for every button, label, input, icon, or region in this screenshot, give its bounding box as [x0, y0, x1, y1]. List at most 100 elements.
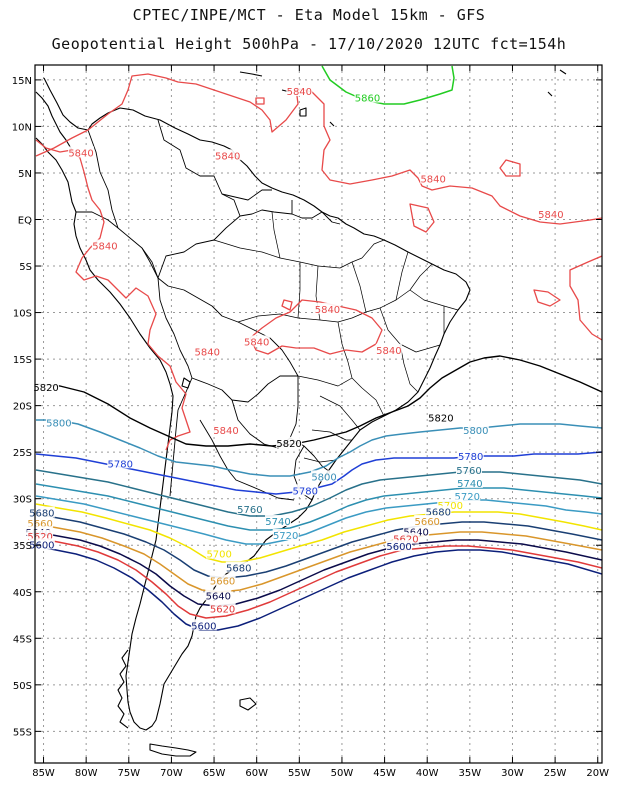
contour-label-text: 5760	[237, 505, 262, 516]
lat-tick-label: 20S	[13, 402, 32, 413]
contour-label-text: 5640	[206, 591, 231, 602]
lon-tick-label: 80W	[75, 768, 98, 779]
contour-label-text: 5840	[68, 148, 93, 159]
contour-5860	[321, 65, 455, 105]
chile-fjords	[117, 649, 129, 729]
contour-5840	[35, 73, 602, 451]
contour-label-text: 5780	[458, 452, 483, 463]
contour-label-text: 5820	[33, 383, 58, 394]
contour-label-text: 5720	[455, 492, 480, 503]
lat-tick-label: 45S	[13, 634, 32, 645]
lon-tick-label: 45W	[373, 768, 396, 779]
contour-label-text: 5840	[213, 426, 238, 437]
contour-label-5620: 5620	[27, 529, 54, 543]
contour-label-5740: 5740	[265, 515, 291, 528]
contour-label-5840: 5840	[537, 207, 564, 221]
lon-tick-label: 30W	[501, 768, 524, 779]
contour-label-text: 5840	[538, 210, 563, 221]
contour-5780	[35, 451, 602, 495]
contour-5800	[36, 419, 602, 477]
contour-label-text: 5760	[456, 466, 481, 477]
contour-label-text: 5860	[355, 94, 380, 105]
lon-tick-label: 55W	[288, 768, 311, 779]
contour-label-5720: 5720	[272, 528, 299, 542]
contour-5760	[35, 469, 602, 517]
map-frame	[34, 64, 603, 764]
contour-label-5680: 5680	[28, 506, 55, 520]
contour-label-5840: 5840	[420, 172, 447, 186]
contour-label-text: 5800	[46, 418, 71, 429]
contour-label-text: 5840	[195, 348, 220, 359]
contour-label-5680: 5680	[225, 561, 252, 575]
contour-label-5700: 5700	[206, 547, 233, 561]
lon-tick-label: 70W	[160, 768, 183, 779]
contour-label-5660: 5660	[414, 515, 441, 528]
contour-label-5640: 5640	[205, 589, 232, 602]
contour-label-5800: 5800	[311, 470, 338, 483]
contour-label-5820: 5820	[33, 381, 60, 394]
contour-label-5780: 5780	[457, 449, 484, 463]
graticule	[35, 65, 602, 763]
contour-label-5800: 5800	[462, 423, 489, 437]
lon-tick-label: 50W	[331, 768, 354, 779]
contour-label-text: 5840	[376, 346, 401, 357]
contour-label-text: 5700	[206, 550, 231, 561]
contour-label-text: 5780	[293, 486, 318, 497]
lon-tick-label: 25W	[544, 768, 567, 779]
latitude-axis: 15N 10N 5N EQ 5S 10S 15S 20S 25S 30S 35S 40S 45S 50S 5…	[12, 76, 602, 738]
contour-label-text: 5660	[27, 519, 52, 530]
contour-label-text: 5720	[273, 531, 298, 542]
lat-tick-label: 10S	[13, 309, 32, 320]
contour-label-5860: 5860	[354, 91, 381, 105]
contour-label-text: 5680	[426, 508, 451, 519]
contour-label-5840: 5840	[68, 146, 95, 159]
lat-tick-label: 15N	[12, 76, 32, 87]
country-borders	[76, 119, 341, 501]
lat-tick-label: 50S	[13, 681, 32, 692]
contour-5820	[35, 355, 602, 447]
contour-label-text: 5660	[414, 517, 439, 528]
contour-5740	[35, 483, 602, 531]
contour-label-text: 5680	[29, 509, 54, 520]
lon-tick-label: 60W	[245, 768, 268, 779]
contour-label-5840: 5840	[194, 345, 221, 359]
lon-tick-label: 85W	[32, 768, 55, 779]
lon-tick-label: 40W	[416, 768, 439, 779]
lat-tick-label: 55S	[13, 727, 32, 738]
lat-tick-label: 40S	[13, 588, 32, 599]
contour-label-5600: 5600	[190, 619, 217, 632]
map-title: CPTEC/INPE/MCT - Eta Model 15km - GFS	[132, 6, 486, 24]
contour-label-text: 5680	[226, 564, 251, 575]
lat-tick-label: 5S	[19, 262, 32, 273]
contour-labels: 5860 5840 5840 5840 5840 5840 5840 5840 5840 5840…	[25, 85, 564, 632]
contour-label-5600: 5600	[28, 538, 55, 551]
contour-label-5780: 5780	[292, 484, 319, 497]
lon-tick-label: 65W	[203, 768, 226, 779]
south-america-coastline	[35, 77, 471, 731]
coastlines	[35, 69, 567, 757]
contour-5660	[35, 523, 602, 593]
contour-label-text: 5800	[311, 472, 336, 483]
contour-label-text: 5820	[428, 414, 453, 425]
contour-label-5820: 5820	[276, 436, 303, 450]
contour-5720	[35, 495, 602, 545]
contour-label-5840: 5840	[286, 85, 313, 98]
central-america-coastline	[35, 91, 73, 151]
tierra-del-fuego	[149, 743, 197, 757]
contour-label-5620: 5620	[209, 602, 236, 616]
contour-label-5800: 5800	[45, 416, 72, 429]
contour-label-5660: 5660	[209, 574, 236, 588]
contour-label-text: 5620	[210, 605, 235, 616]
contour-label-text: 5840	[287, 87, 312, 98]
lon-tick-label: 20W	[586, 768, 609, 779]
contour-5700	[35, 503, 602, 563]
contour-label-5840: 5840	[243, 335, 270, 348]
state-borders	[213, 211, 459, 463]
falkland-islands	[239, 697, 257, 711]
contour-label-text: 5740	[265, 517, 290, 528]
contour-label-text: 5840	[315, 305, 340, 316]
caribbean-islands	[239, 69, 567, 127]
longitude-axis: 85W 80W 75W 70W 65W 60W 55W 50W 45W 40W 35W 30W 25W 2…	[32, 65, 609, 779]
lat-tick-label: 30S	[13, 495, 32, 506]
